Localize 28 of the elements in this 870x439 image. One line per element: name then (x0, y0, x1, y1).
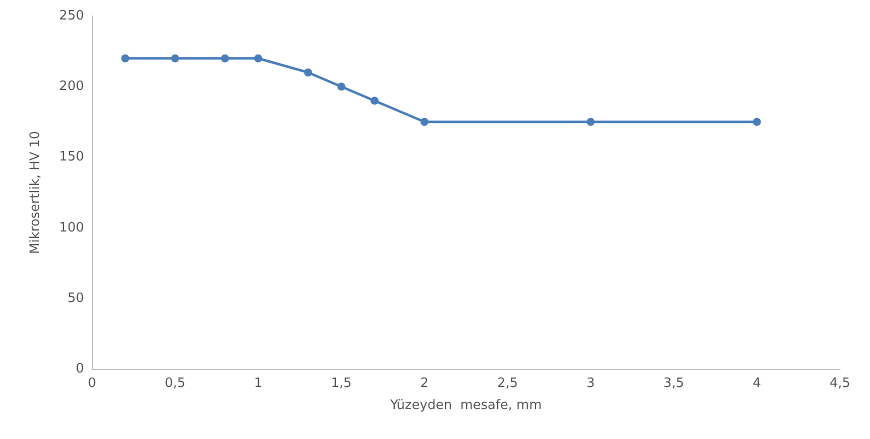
point (121, 54, 130, 62)
y-tick-label: 250 (59, 8, 84, 24)
point (586, 118, 595, 126)
point (220, 54, 229, 62)
point (752, 118, 761, 126)
point (337, 82, 346, 91)
x-tick-label: 2 (420, 376, 429, 391)
x-tick-label: 1 (254, 376, 262, 391)
x-tick-label: 1,5 (330, 376, 352, 391)
x-tick-label: 4 (752, 376, 762, 391)
y-tick-label: 150 (59, 150, 84, 165)
point (370, 96, 379, 105)
y-tick-label: 100 (59, 220, 84, 236)
y-axis-title: Mikrosertlik, HV 10 (28, 131, 43, 254)
x-axis-title: Yüzeyden mesafe, mm (389, 398, 542, 413)
x-tick-label: 0 (88, 376, 96, 391)
x-tick-label: 2,5 (497, 376, 518, 391)
point (304, 68, 312, 76)
y-tick-label: 200 (59, 79, 84, 94)
point (420, 118, 428, 126)
x-tick-label: 3 (586, 376, 595, 391)
x-tick-label: 4,5 (830, 376, 850, 391)
point (171, 54, 180, 62)
y-tick-label: 0 (76, 362, 84, 376)
y-tick-label: 50 (67, 290, 84, 306)
x-tick-label: 0,5 (164, 376, 186, 391)
x-tick-label: 3,5 (663, 376, 684, 391)
point (254, 54, 262, 62)
